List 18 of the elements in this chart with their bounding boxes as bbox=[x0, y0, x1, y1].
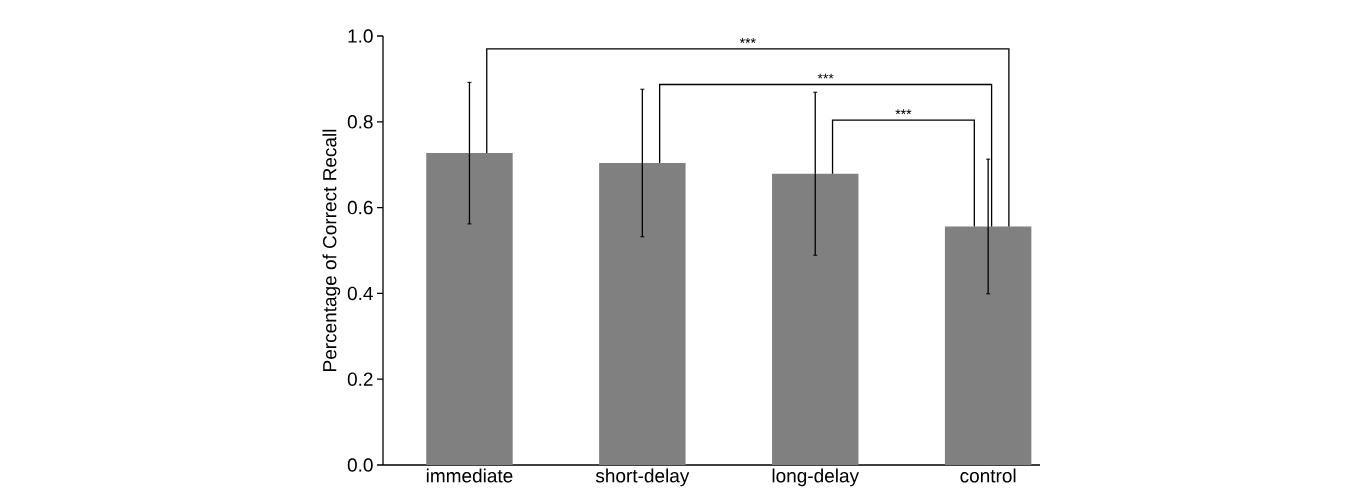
y-tick-label: 0.4 bbox=[347, 286, 373, 301]
y-tick-label: 0.8 bbox=[347, 115, 373, 129]
y-tick-label: 0.6 bbox=[347, 201, 373, 215]
x-tick-label: short-delay bbox=[595, 468, 690, 487]
bar bbox=[772, 173, 859, 466]
annotation: *** bbox=[817, 73, 834, 79]
bar bbox=[944, 226, 1032, 466]
bar bbox=[426, 153, 513, 466]
x-tick-label: immediate bbox=[426, 468, 513, 483]
annotation: *** bbox=[739, 38, 756, 44]
y-axis-title: Percentage of Correct Recall bbox=[322, 130, 341, 372]
bar bbox=[599, 163, 686, 466]
y-tick-label: 1.0 bbox=[348, 29, 373, 43]
y-tick-label: 0.2 bbox=[347, 372, 373, 387]
annotation: *** bbox=[895, 109, 912, 115]
x-tick-label: long-delay bbox=[772, 468, 860, 487]
y-tick-label: 0.0 bbox=[347, 458, 373, 472]
x-tick-label: control bbox=[960, 468, 1016, 483]
